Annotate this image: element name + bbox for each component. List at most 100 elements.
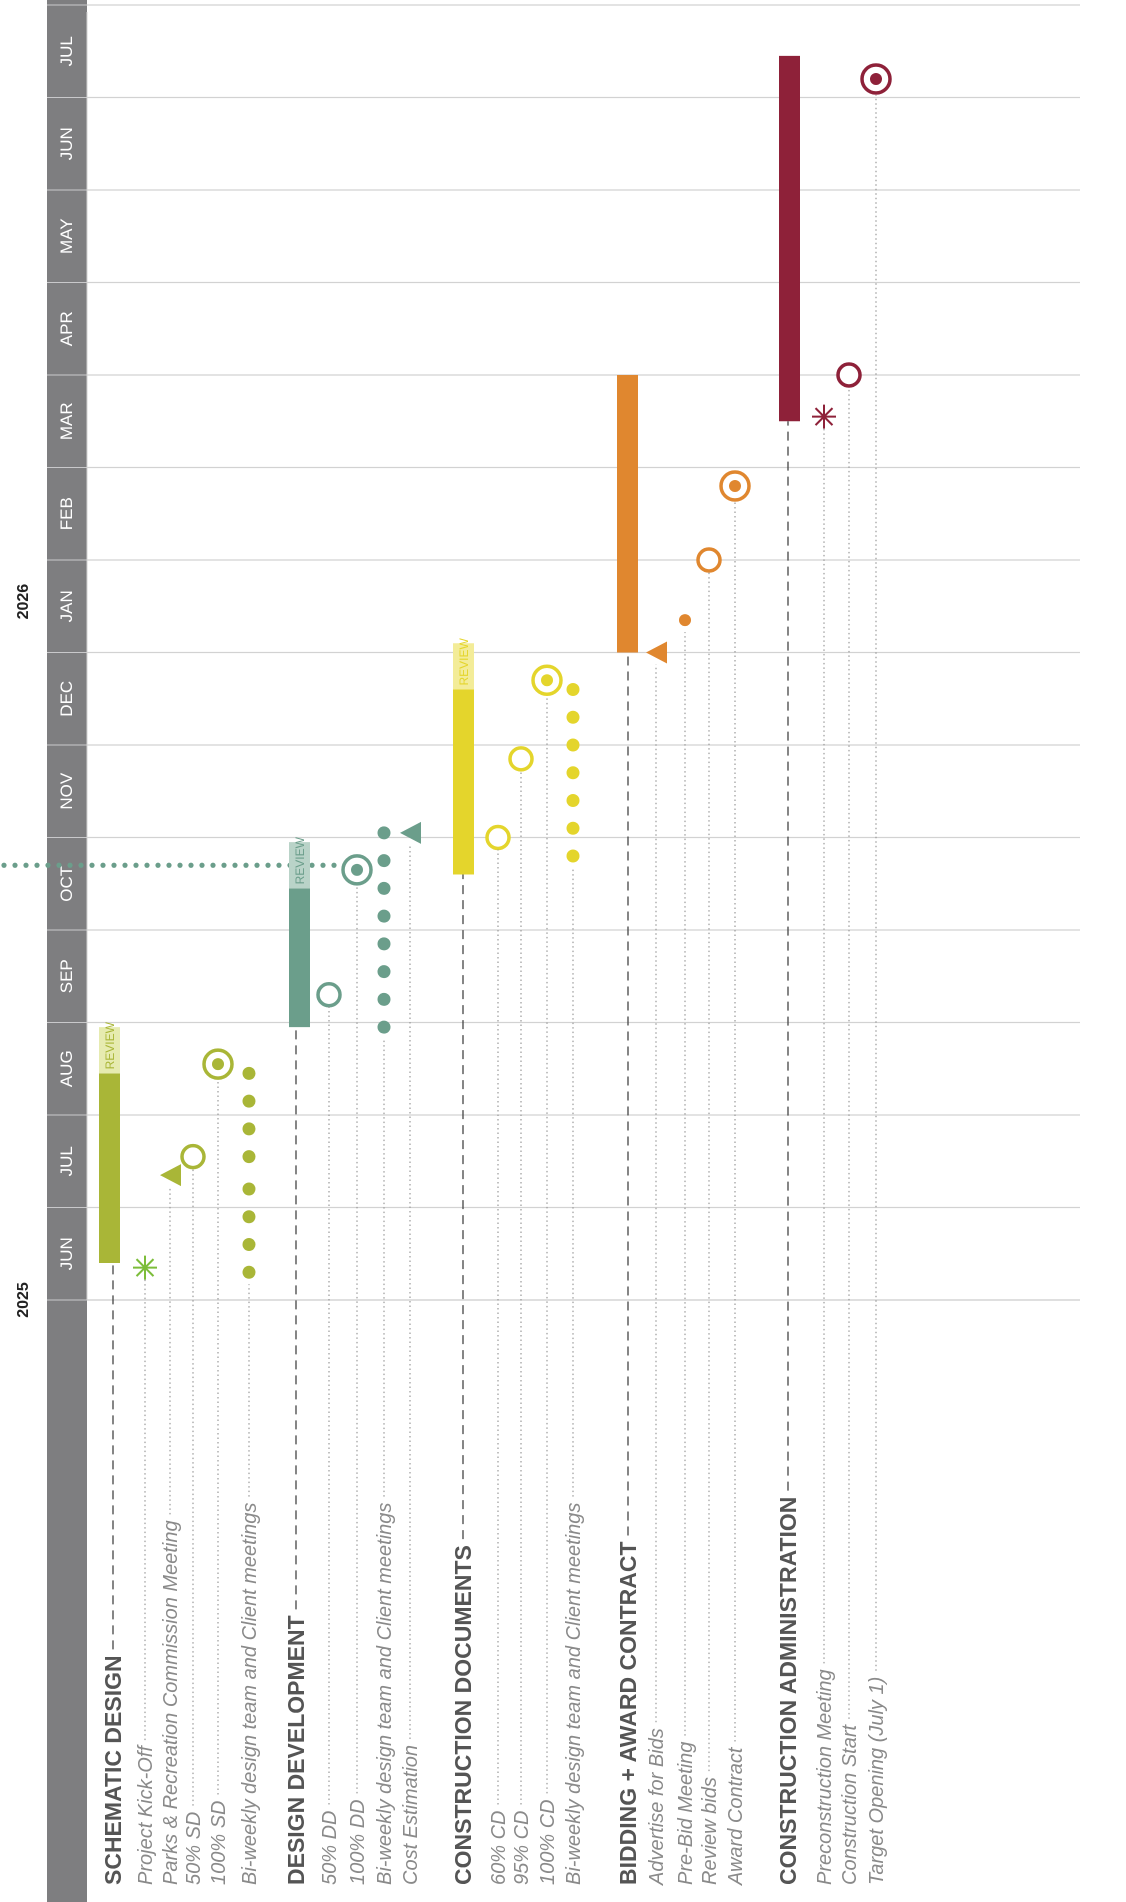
task-label: 100% SD bbox=[208, 1801, 230, 1886]
meeting-dot bbox=[566, 738, 580, 752]
phase-label: SCHEMATIC DESIGN bbox=[100, 1655, 126, 1885]
target-marker-center bbox=[351, 863, 363, 876]
task-label: Parks & Recreation Commission Meeting bbox=[160, 1520, 182, 1885]
review-label: REVIEW bbox=[103, 1021, 117, 1069]
month-label: APR bbox=[57, 311, 76, 346]
month-label: MAY bbox=[57, 218, 76, 254]
meeting-dot bbox=[566, 766, 580, 780]
ring-marker bbox=[696, 547, 722, 573]
review-segment bbox=[453, 643, 474, 690]
current-date-dot bbox=[232, 862, 238, 868]
task-label: Award Contract bbox=[725, 1746, 747, 1886]
review-label: REVIEW bbox=[457, 637, 471, 685]
current-date-dot bbox=[100, 862, 106, 868]
review-segment bbox=[289, 842, 310, 889]
month-label: JUL bbox=[57, 36, 76, 66]
star-marker bbox=[133, 1255, 157, 1280]
current-date-dot bbox=[23, 862, 29, 868]
current-date-dot bbox=[45, 862, 51, 868]
year-label: 2025 bbox=[15, 1282, 32, 1318]
current-date-dot bbox=[188, 862, 194, 868]
meeting-dot bbox=[242, 1066, 256, 1080]
task-label: Preconstruction Meeting bbox=[814, 1669, 836, 1885]
current-date-dot bbox=[122, 862, 128, 868]
meeting-dot bbox=[377, 1020, 391, 1034]
triangle-marker bbox=[160, 1164, 181, 1187]
review-segment bbox=[99, 1027, 120, 1074]
meeting-dot bbox=[377, 854, 391, 868]
target-marker-center bbox=[541, 674, 553, 687]
task-label: 100% DD bbox=[347, 1799, 369, 1885]
current-date-dot bbox=[199, 862, 205, 868]
month-label: FEB bbox=[57, 497, 76, 530]
current-date-dot bbox=[265, 862, 271, 868]
meeting-dot bbox=[377, 909, 391, 923]
current-date-dot bbox=[309, 862, 315, 868]
meeting-dot bbox=[242, 1210, 256, 1224]
ring-marker bbox=[180, 1143, 206, 1170]
year-label: 2026 bbox=[15, 584, 32, 620]
month-label: NOV bbox=[57, 772, 76, 810]
task-label: Bi-weekly design team and Client meeting… bbox=[239, 1503, 261, 1885]
target-marker-center bbox=[729, 480, 741, 492]
ring-marker bbox=[485, 824, 511, 851]
phase-label: CONSTRUCTION DOCUMENTS bbox=[450, 1545, 476, 1885]
meeting-dot bbox=[377, 826, 391, 840]
task-label: Advertise for Bids bbox=[646, 1728, 668, 1886]
phase-duration-bar bbox=[453, 689, 474, 875]
phase-duration-bar bbox=[289, 888, 310, 1028]
month-label: OCT bbox=[57, 866, 76, 902]
current-date-dot bbox=[254, 862, 260, 868]
task-label: Bi-weekly design team and Client meeting… bbox=[563, 1503, 585, 1885]
triangle-marker bbox=[400, 821, 421, 844]
meeting-dot bbox=[377, 937, 391, 951]
task-label: 60% CD bbox=[488, 1811, 510, 1885]
current-date-dot bbox=[67, 862, 73, 868]
current-date-dot bbox=[166, 862, 172, 868]
current-date-dot bbox=[34, 862, 40, 868]
task-label: Review bids bbox=[699, 1777, 721, 1885]
month-label: JAN bbox=[57, 590, 76, 622]
task-label: 50% DD bbox=[319, 1811, 341, 1885]
task-label: Bi-weekly design team and Client meeting… bbox=[374, 1503, 396, 1885]
meeting-dot bbox=[566, 849, 580, 863]
task-label: Target Opening (July 1) bbox=[866, 1677, 888, 1885]
task-label: 50% SD bbox=[183, 1812, 205, 1885]
month-label: AUG bbox=[57, 1050, 76, 1087]
task-label: 95% CD bbox=[511, 1811, 533, 1885]
meeting-dot bbox=[566, 794, 580, 807]
phase-label: DESIGN DEVELOPMENT bbox=[283, 1615, 309, 1885]
target-marker-center bbox=[870, 73, 882, 85]
month-label: JUN bbox=[57, 127, 76, 160]
current-date-dot bbox=[56, 862, 62, 868]
task-label: Pre-Bid Meeting bbox=[675, 1742, 697, 1885]
phase-label: BIDDING + AWARD CONTRACT bbox=[615, 1541, 641, 1885]
meeting-dot bbox=[242, 1150, 256, 1164]
star-stroke bbox=[135, 1258, 155, 1277]
current-date-dot bbox=[177, 862, 183, 868]
task-label: Construction Start bbox=[839, 1723, 861, 1885]
task-label: Cost Estimation bbox=[400, 1745, 422, 1885]
meeting-dot bbox=[242, 1265, 256, 1279]
meeting-dot bbox=[566, 710, 580, 724]
ring-marker bbox=[316, 982, 342, 1008]
dot-marker bbox=[679, 614, 691, 627]
star-marker bbox=[812, 404, 836, 429]
month-label: JUN bbox=[57, 1237, 76, 1270]
current-date-dot bbox=[78, 862, 84, 868]
star-stroke bbox=[814, 407, 834, 426]
task-label: 100% CD bbox=[537, 1799, 559, 1885]
ring-marker bbox=[836, 362, 862, 388]
current-date-dot bbox=[320, 862, 326, 868]
current-date-dot bbox=[210, 862, 216, 868]
current-date-dot bbox=[155, 862, 161, 868]
meeting-dot bbox=[566, 683, 580, 696]
target-marker-center bbox=[212, 1058, 224, 1071]
meeting-dot bbox=[242, 1182, 256, 1196]
month-label: MAR bbox=[57, 402, 76, 440]
current-date-dot bbox=[111, 862, 117, 868]
triangle-marker bbox=[646, 641, 667, 664]
ring-marker bbox=[508, 746, 534, 772]
meeting-dot bbox=[377, 965, 391, 979]
